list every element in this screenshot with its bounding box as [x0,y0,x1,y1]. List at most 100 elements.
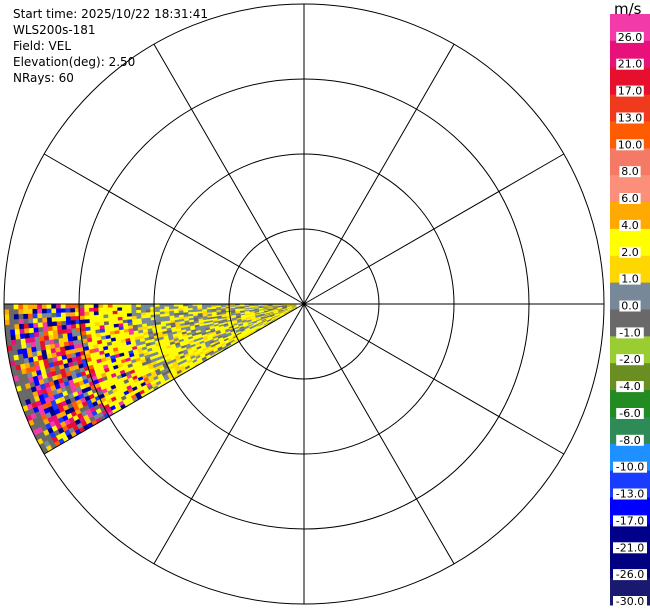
azimuth-spoke [153,43,305,305]
colorbar-tick-label: 1.0 [621,273,639,286]
velocity-gate [182,307,189,311]
velocity-gate [19,333,26,340]
azimuth-spoke [303,153,565,305]
velocity-gate [154,311,161,315]
velocity-gate [60,320,67,326]
velocity-gate [24,337,31,344]
velocity-gate [42,321,48,328]
velocity-gate [93,307,99,312]
velocity-gate [28,327,34,334]
velocity-gate [136,315,142,319]
velocity-gate [43,335,50,341]
velocity-gate [20,342,27,349]
velocity-gate [140,312,146,316]
velocity-gate [13,323,20,330]
velocity-gate [56,329,63,335]
colorbar-tick-label: 0.0 [621,300,639,313]
velocity-gate [116,310,123,315]
velocity-gate [67,336,74,342]
velocity-gate [60,308,66,313]
velocity-gate [107,307,113,312]
velocity-gate [11,344,18,351]
velocity-gate [173,305,179,309]
azimuth-spoke [43,303,305,455]
velocity-gate [145,311,151,316]
velocity-gate [93,310,99,316]
colorbar-tick-label: 26.0 [618,31,643,44]
colorbar-label-bg [616,112,644,124]
velocity-gate [46,303,52,309]
velocity-gate [13,303,19,310]
velocity-gate [62,332,68,339]
velocity-gate [37,326,44,333]
velocity-gate [23,323,29,329]
velocity-gate [8,308,14,315]
velocity-gate [112,320,119,325]
velocity-gate [38,331,44,337]
velocity-gate [126,315,133,320]
velocity-gate [88,311,95,316]
velocity-gate [41,303,47,309]
velocity-gate [83,303,89,308]
velocity-gate [69,307,76,313]
colorbar-tick-label: 10.0 [618,138,643,151]
velocity-gate [145,306,151,310]
colorbar-label-bg [619,273,641,285]
velocity-gate [37,317,43,323]
colorbar-tick-label: -1.0 [619,326,640,339]
velocity-gate [56,320,62,326]
velocity-gate [168,308,174,312]
velocity-gate [60,316,67,322]
velocity-gate [18,328,25,335]
velocity-gate [43,339,50,346]
velocity-gate [8,303,14,310]
velocity-gate [84,322,91,328]
velocity-gate [69,303,75,309]
colorbar-tick-label: 2.0 [621,246,639,259]
velocity-gate [79,303,85,309]
velocity-gate [18,318,24,325]
velocity-gate [121,309,127,314]
velocity-gate [90,329,96,335]
velocity-gate [98,303,104,308]
velocity-gate [50,303,56,309]
colorbar-tick-label: -30.0 [616,595,644,608]
colorbar-label-bg [616,354,644,366]
colorbar-tick-label: -2.0 [619,353,640,366]
colorbar-label-bg [619,219,641,231]
velocity-gate [130,306,137,311]
velocity-gate [52,333,59,340]
velocity-gate [70,315,76,321]
velocity-gate [37,322,43,328]
velocity-gate [24,332,30,339]
velocity-gate [140,306,146,310]
velocity-gate [103,320,109,326]
velocity-gate [8,313,15,320]
velocity-gate [70,327,77,333]
velocity-gate [197,307,203,310]
velocity-gate [131,312,137,317]
velocity-gate [84,318,90,324]
velocity-gate [140,309,146,313]
velocity-gate [89,318,95,324]
velocity-gate [27,317,34,324]
azimuth-spoke [303,43,455,305]
colorbar-label-bg [619,300,641,312]
velocity-gate [88,314,95,320]
velocity-gate [42,326,49,332]
colorbar-tick-label: 6.0 [621,192,639,205]
velocity-gate [22,303,28,310]
velocity-gate [94,321,100,327]
colorbar-tick-label: 17.0 [618,85,643,98]
colorbar-label-bg [619,166,641,178]
velocity-gate [32,317,38,324]
velocity-gate [10,334,16,341]
velocity-gate [154,306,160,310]
colorbar-label-bg [613,596,647,607]
colorbar-tick-label: -17.0 [616,514,644,527]
velocity-gate [140,314,147,319]
velocity-gate [154,308,160,313]
velocity-gate [38,335,45,342]
velocity-gate [112,313,118,318]
